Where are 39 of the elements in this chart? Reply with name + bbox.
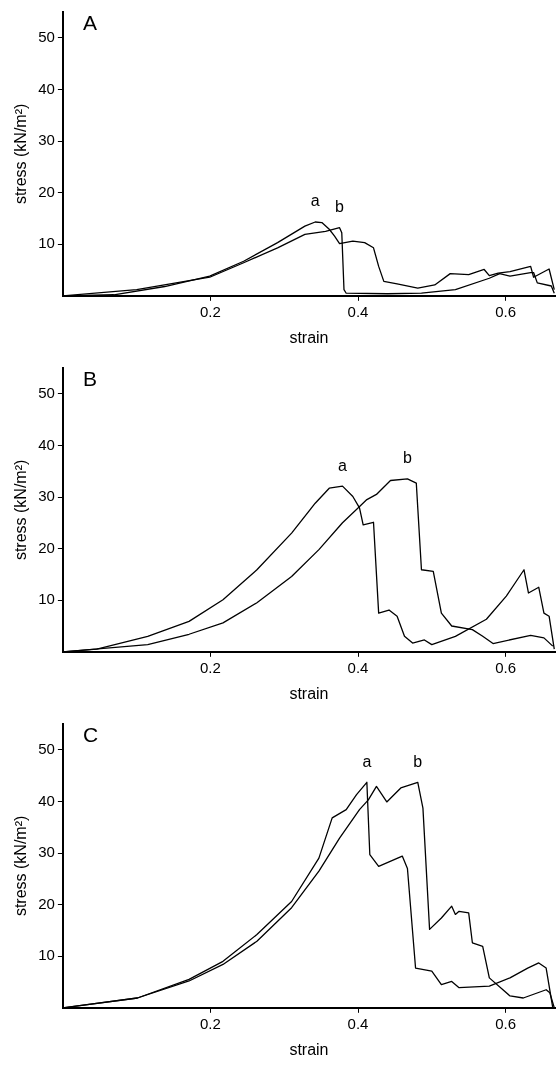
x-axis-title: strain	[289, 328, 329, 346]
chart-title: C	[82, 723, 99, 747]
y-tick-label: 30	[38, 843, 55, 861]
y-tick-label: 20	[38, 538, 55, 556]
y-tick-label: 20	[38, 894, 55, 912]
x-axis-title: strain	[289, 1040, 329, 1058]
chart-title: B	[82, 367, 97, 391]
x-tick-label: 0.6	[495, 302, 516, 320]
y-tick-label: 30	[38, 487, 55, 505]
y-axis-title: stress (kN/m²)	[12, 459, 30, 561]
y-tick-label: 30	[38, 131, 55, 149]
y-axis-title: stress (kN/m²)	[12, 103, 30, 205]
y-axis-title: stress (kN/m²)	[12, 815, 30, 917]
series-label: b	[402, 449, 412, 467]
y-tick-label: 10	[38, 590, 55, 608]
y-tick-label: 40	[38, 435, 55, 453]
x-tick-label: 0.6	[495, 658, 516, 676]
y-tick-label: 10	[38, 234, 55, 252]
series-label: a	[362, 752, 372, 770]
y-tick-label: 20	[38, 182, 55, 200]
x-tick-label: 0.4	[347, 1014, 369, 1032]
series-label: a	[338, 456, 348, 474]
chart-title: A	[82, 11, 97, 35]
x-tick-label: 0.2	[200, 302, 221, 320]
y-tick-label: 40	[38, 791, 55, 809]
y-tick-label: 50	[38, 739, 55, 757]
x-tick-label: 0.4	[347, 658, 369, 676]
x-tick-label: 0.2	[200, 658, 221, 676]
y-tick-label: 50	[38, 383, 55, 401]
y-tick-label: 10	[38, 946, 55, 964]
x-tick-label: 0.2	[200, 1014, 221, 1032]
x-axis-title: strain	[289, 684, 329, 702]
y-tick-label: 40	[38, 79, 55, 97]
y-tick-label: 50	[38, 27, 55, 45]
series-label: a	[310, 192, 320, 210]
x-tick-label: 0.6	[495, 1014, 516, 1032]
series-label: b	[413, 752, 423, 770]
series-label: b	[335, 198, 345, 216]
x-tick-label: 0.4	[347, 302, 369, 320]
